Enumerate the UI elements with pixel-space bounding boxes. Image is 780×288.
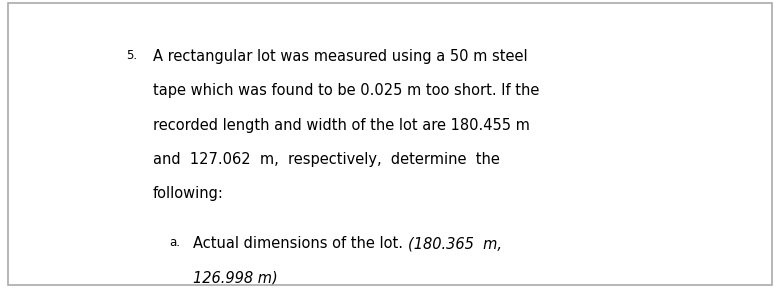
Text: and  127.062  m,  respectively,  determine  the: and 127.062 m, respectively, determine t… — [153, 152, 500, 167]
Text: recorded length and width of the lot are 180.455 m: recorded length and width of the lot are… — [153, 118, 530, 133]
Text: 126.998 m): 126.998 m) — [193, 271, 278, 286]
Text: A rectangular lot was measured using a 50 m steel: A rectangular lot was measured using a 5… — [153, 49, 528, 64]
Text: Actual dimensions of the lot.: Actual dimensions of the lot. — [193, 236, 408, 251]
Text: a.: a. — [168, 236, 180, 249]
Text: (180.365  m,: (180.365 m, — [408, 236, 502, 251]
Text: following:: following: — [153, 186, 224, 202]
Text: tape which was found to be 0.025 m too short. If the: tape which was found to be 0.025 m too s… — [153, 83, 540, 98]
Text: 5.: 5. — [126, 49, 137, 62]
